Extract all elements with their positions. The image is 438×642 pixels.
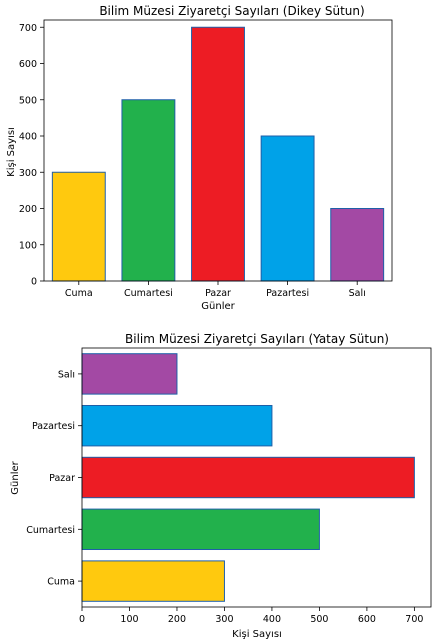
y-tick-label: Cumartesi [26,525,75,536]
y-tick-label: 200 [19,204,37,215]
x-tick-label: 100 [120,614,138,625]
y-axis-label: Kişi Sayısı [6,127,17,177]
x-tick-label: 300 [215,614,233,625]
bar [260,135,315,282]
bar [81,560,225,602]
bar [81,353,178,395]
horizontal-bar-chart: Bilim Müzesi Ziyaretçi Sayıları (Yatay S… [10,332,432,640]
y-tick-label: Pazar [49,473,75,484]
x-tick-label: Pazar [205,288,231,299]
y-tick-label: Salı [58,369,75,380]
bar [81,508,320,551]
x-tick-label: 0 [79,614,85,625]
y-tick-label: 600 [19,59,37,70]
x-tick-label: 400 [263,614,281,625]
x-tick-label: Salı [349,288,366,299]
x-axis-label: Kişi Sayısı [232,629,282,640]
x-tick-label: Pazartesi [266,288,309,299]
x-tick-label: 500 [310,614,328,625]
x-tick-label: 600 [358,614,376,625]
bar [191,26,245,282]
y-axis-label: Günler [10,460,21,494]
y-tick-label: 500 [19,95,37,106]
chart-title: Bilim Müzesi Ziyaretçi Sayıları (Yatay S… [125,332,389,346]
plot-frame [81,347,432,608]
y-tick-label: 300 [19,168,37,179]
y-tick-label: 700 [19,23,37,34]
plot-frame [43,19,393,282]
y-tick-label: 100 [19,240,37,251]
x-tick-label: Cumartesi [124,288,173,299]
y-tick-label: Cuma [47,577,75,588]
vertical-bar-chart: Bilim Müzesi Ziyaretçi Sayıları (Dikey S… [6,4,393,312]
x-axis-label: Günler [201,301,235,312]
bar [81,456,415,499]
y-tick-label: 400 [19,132,37,143]
chart-title: Bilim Müzesi Ziyaretçi Sayıları (Dikey S… [99,4,364,18]
x-tick-label: 700 [405,614,423,625]
bar [51,171,106,282]
x-tick-label: 200 [168,614,186,625]
bar [81,404,273,447]
bar [330,208,385,282]
y-tick-label: Pazartesi [32,421,75,432]
x-tick-label: Cuma [65,288,93,299]
bar [121,99,176,282]
y-tick-label: 0 [31,277,37,288]
